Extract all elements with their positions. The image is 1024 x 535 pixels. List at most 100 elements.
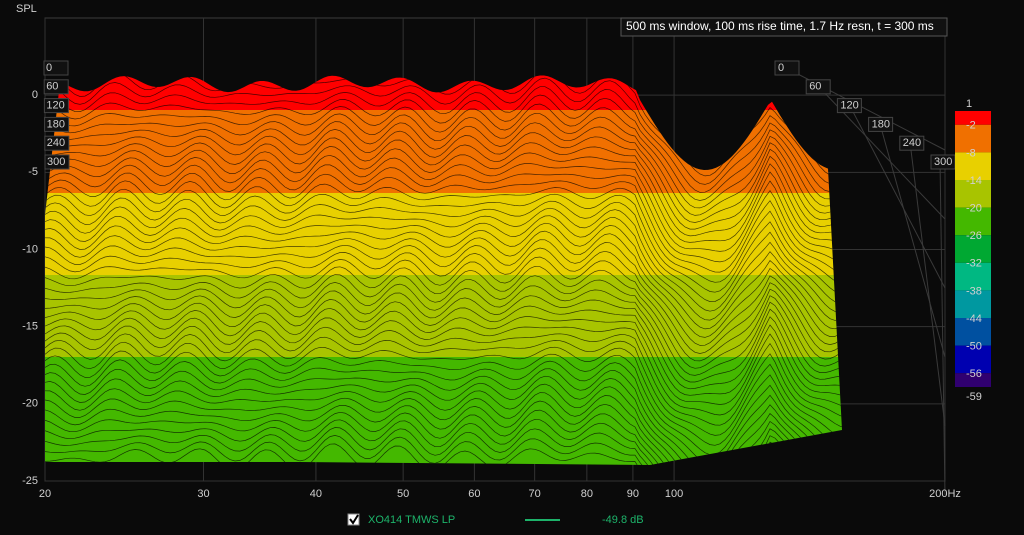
y-tick-label: -15: [22, 321, 38, 333]
surface-line: [45, 94, 842, 201]
y-tick-label: -10: [22, 243, 38, 255]
annotation: 500 ms window, 100 ms rise time, 1.7 Hz …: [626, 19, 934, 33]
surface-line: [45, 164, 842, 265]
surface-line: [45, 282, 842, 383]
colorbar-label: -14: [966, 175, 982, 187]
colorbar-band: [955, 124, 991, 153]
x-tick-label: 40: [310, 488, 322, 500]
time-label-box: [774, 60, 800, 76]
annotation-box: [620, 17, 948, 37]
surface-line: [45, 375, 842, 465]
legend-name: XO414 TMWS LP: [368, 514, 455, 526]
surface-line: [45, 206, 842, 313]
time-label: 300: [934, 156, 952, 168]
x-tick-label: 80: [581, 488, 593, 500]
surface-line: [45, 75, 842, 177]
time-label-box: [44, 135, 70, 151]
y-tick-label: -5: [28, 166, 38, 178]
time-label-box: [44, 154, 70, 170]
surface-line: [45, 400, 842, 465]
colorbar-band: [955, 290, 991, 318]
y-tick-label: -25: [22, 475, 38, 487]
surface-line: [45, 418, 842, 465]
surface-line: [45, 383, 842, 465]
x-tick-label: 100: [665, 488, 683, 500]
surface-line: [45, 146, 842, 244]
surface-line: [45, 215, 842, 321]
surface-line: [45, 256, 842, 362]
surface-line: [45, 188, 842, 294]
y-tick-label: -20: [22, 398, 38, 410]
colorbar-label: -56: [966, 368, 982, 380]
surface-line: [45, 197, 842, 304]
colorbar-label: -38: [966, 285, 982, 297]
surface-line: [45, 154, 842, 255]
surface-line: [45, 274, 842, 376]
surface-line: [45, 121, 842, 223]
time-label: 0: [778, 62, 784, 74]
depth-line: [939, 159, 946, 496]
surface-line: [45, 341, 842, 447]
surface-band: [45, 193, 842, 275]
surface-line: [45, 239, 842, 346]
surface-line: [45, 368, 842, 465]
time-label: 180: [872, 118, 890, 130]
surface-line: [45, 333, 842, 438]
surface-line: [45, 325, 842, 428]
time-label-box: [836, 98, 862, 114]
colorbar-band: [955, 318, 991, 346]
time-label-box: [43, 79, 69, 95]
colorbar-label: -44: [966, 313, 982, 325]
time-label-box: [43, 98, 69, 114]
surface-band: [45, 357, 842, 465]
legend-value: -49.8 dB: [602, 514, 644, 526]
colorbar-band: [955, 152, 991, 180]
time-label-box: [44, 116, 70, 132]
x-tick-label: 20: [39, 488, 51, 500]
colorbar-band: [955, 235, 991, 263]
colorbar-band: [955, 373, 991, 387]
y-axis-label: SPL: [16, 3, 37, 15]
time-label-box: [43, 60, 69, 76]
surface-line: [45, 180, 842, 285]
time-label: 300: [47, 156, 65, 168]
surface-line: [45, 247, 842, 354]
checkmark: [349, 514, 359, 525]
time-label-box: [805, 79, 831, 95]
surface-line: [45, 299, 842, 397]
time-label: 0: [46, 62, 52, 74]
depth-line: [849, 105, 946, 289]
surface-line: [45, 265, 842, 369]
time-label: 60: [809, 81, 821, 93]
legend-checkbox[interactable]: [347, 513, 360, 526]
colorbar-band: [955, 345, 991, 374]
surface-line: [45, 290, 842, 390]
x-tick-label: 30: [197, 488, 209, 500]
surface-line: [45, 103, 842, 209]
x-tick-label: 200Hz: [929, 488, 961, 500]
surface-line: [45, 409, 842, 465]
y-tick-label: 0: [32, 89, 38, 101]
surface-line: [45, 392, 842, 465]
colorbar-band: [955, 262, 991, 291]
colorbar-band: [955, 111, 991, 125]
time-label: 240: [47, 137, 65, 149]
x-tick-label: 60: [468, 488, 480, 500]
time-label: 180: [47, 118, 65, 130]
surface-line: [45, 317, 842, 418]
x-tick-label: 70: [529, 488, 541, 500]
colorbar-label: 1: [966, 98, 972, 110]
time-label: 60: [46, 81, 58, 93]
surface-line: [45, 230, 842, 338]
colorbar-band: [955, 207, 991, 236]
surface-line: [45, 129, 842, 230]
surface-line: [45, 427, 842, 465]
colorbar-label: -8: [966, 147, 976, 159]
surface-line: [45, 112, 842, 216]
surface-line: [45, 307, 842, 408]
colorbar-label: -59: [966, 391, 982, 403]
colorbar-label: -32: [966, 258, 982, 270]
colorbar-label: -2: [966, 120, 976, 132]
